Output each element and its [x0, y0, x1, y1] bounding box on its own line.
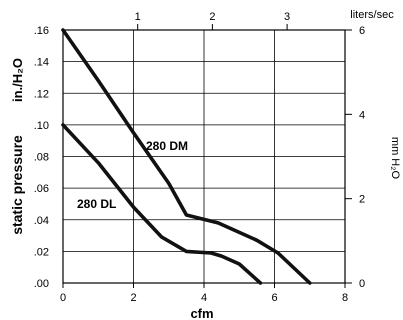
y-tick-label: .14 — [34, 57, 49, 69]
top-axis-ticks: 1 2 3 — [135, 11, 290, 30]
y-axis-unit-label: in./H₂O — [10, 58, 25, 102]
series-line-0 — [61, 28, 312, 285]
y-tick-label: .06 — [34, 183, 49, 195]
y-tick-label: .08 — [34, 152, 49, 164]
y-right-tick-label: 2 — [359, 194, 365, 206]
y-tick-label: .16 — [34, 25, 49, 37]
x-tick-label: 6 — [271, 292, 277, 304]
y-axis-label: static pressure — [9, 135, 25, 235]
grid — [63, 30, 345, 283]
x-tick-label: 2 — [130, 292, 136, 304]
left-axis-ticks: .00 .02 .04 .06 .08 .10 .12 .14 .16 — [34, 25, 49, 290]
x-axis-top-label: liters/sec — [350, 9, 394, 21]
x-tick-label: 8 — [342, 292, 348, 304]
y-right-tick-label: 6 — [359, 25, 365, 37]
y-tick-label: .04 — [34, 215, 49, 227]
bottom-axis-ticks: 0 2 4 6 8 — [60, 283, 348, 304]
x-top-tick-label: 1 — [135, 11, 141, 23]
x-tick-label: 4 — [201, 292, 207, 304]
series-label-280-dm: 280 DM — [146, 139, 188, 153]
y-tick-label: .12 — [34, 88, 49, 100]
y-axis-right-label: mm H₂O — [389, 137, 401, 180]
series-lines — [61, 28, 312, 285]
y-tick-label: .10 — [34, 120, 49, 132]
series-line-1 — [61, 123, 263, 285]
x-top-tick-label: 3 — [284, 11, 290, 23]
x-tick-label: 0 — [60, 292, 66, 304]
y-tick-label: .02 — [34, 246, 49, 258]
x-axis-label: cfm — [190, 306, 213, 320]
series-label-280-dl: 280 DL — [77, 197, 116, 211]
x-top-tick-label: 2 — [209, 11, 215, 23]
right-axis-ticks: 0 2 4 6 — [345, 25, 365, 290]
y-right-tick-label: 4 — [359, 109, 365, 121]
y-tick-label: .00 — [34, 278, 49, 290]
y-right-tick-label: 0 — [359, 278, 365, 290]
